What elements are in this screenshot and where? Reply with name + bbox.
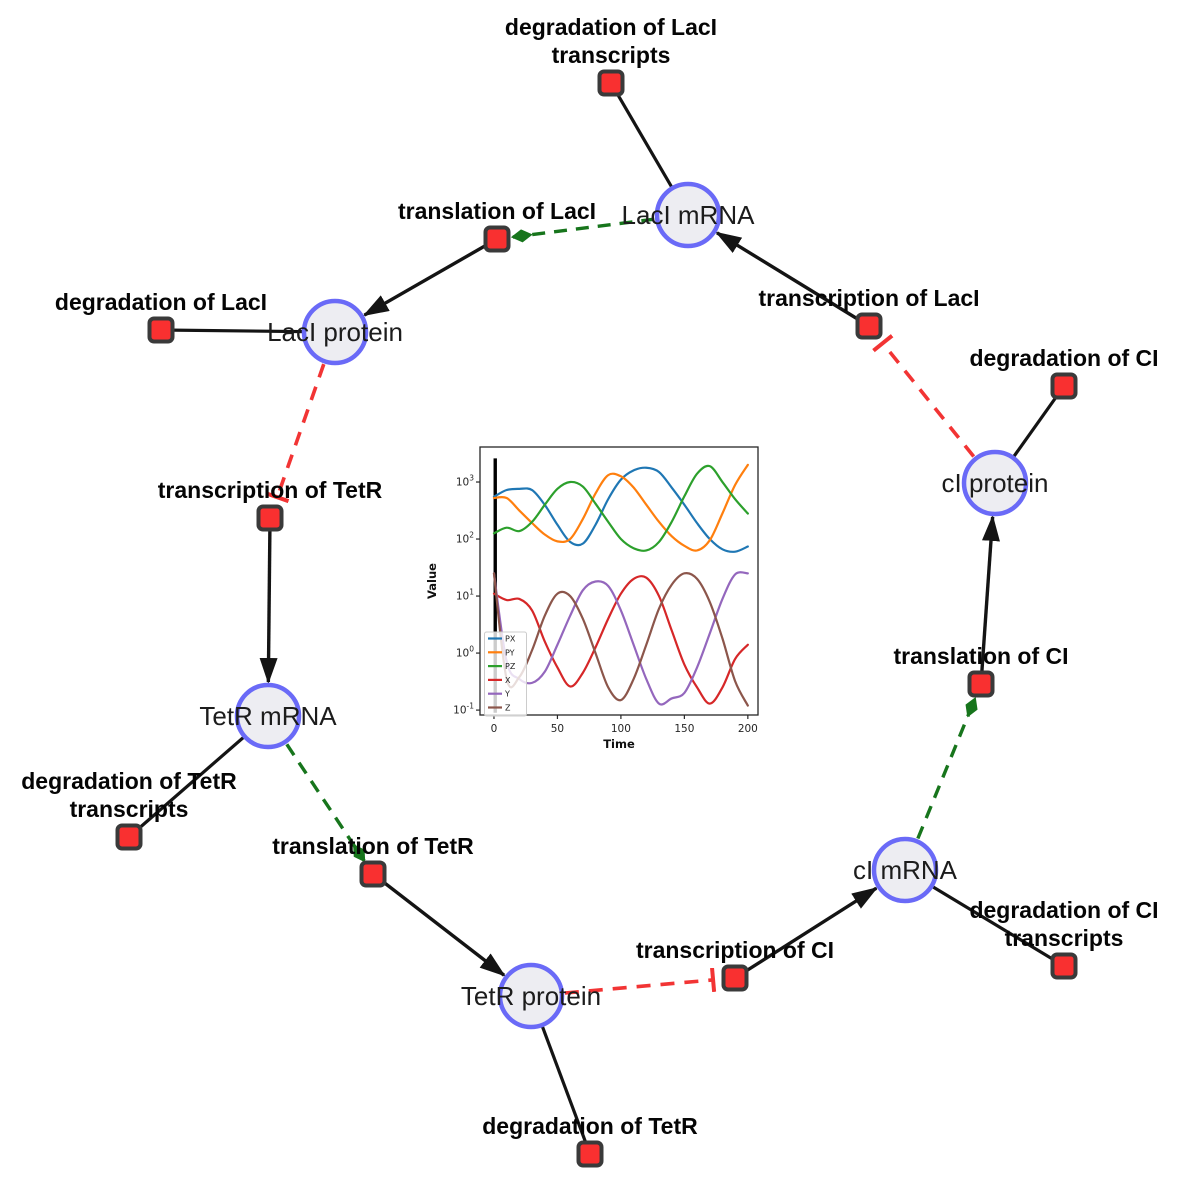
reaction-label-tc_tetr: transcription of TetR xyxy=(158,477,383,503)
legend-label-Y: Y xyxy=(504,690,510,699)
reaction-label-tc_laci: transcription of LacI xyxy=(758,285,979,311)
species-label-laci_protein: LacI protein xyxy=(267,317,403,347)
reaction-label-deg_tetr_tx: degradation of TetR xyxy=(21,768,237,794)
reaction-node-deg_tetr_tx[interactable] xyxy=(115,823,143,851)
reaction-node-deg_laci[interactable] xyxy=(147,316,175,344)
reaction-label-deg_laci_tx: transcripts xyxy=(552,42,671,68)
reaction-label-tl_ci: translation of CI xyxy=(893,643,1068,669)
edge-laci_mrna-tl_laci xyxy=(510,217,655,243)
nodes xyxy=(115,69,1078,1168)
species-label-ci_mrna: cI mRNA xyxy=(853,855,958,885)
legend-label-X: X xyxy=(505,676,511,685)
species-label-ci_protein: cI protein xyxy=(942,468,1049,498)
reaction-node-tc_laci[interactable] xyxy=(855,312,883,340)
edge-tc_tetr-tetr_mrna xyxy=(259,517,278,685)
species-node-ci_protein[interactable] xyxy=(961,449,1029,517)
x-tick-label: 150 xyxy=(674,723,694,735)
legend-label-Z: Z xyxy=(505,704,511,713)
reaction-label-deg_ci: degradation of CI xyxy=(969,345,1158,371)
series-PZ xyxy=(492,464,749,552)
reaction-label-deg_ci_tx: degradation of CI xyxy=(969,897,1158,923)
series-Z xyxy=(492,572,749,707)
legend-label-PY: PY xyxy=(505,648,515,657)
edge-tc_ci-ci_mrna xyxy=(734,886,878,980)
series-Y xyxy=(492,571,749,706)
species-label-tetr_mrna: TetR mRNA xyxy=(199,701,337,731)
axes-frame xyxy=(479,446,759,716)
edge-tetr_protein-tc_ci xyxy=(564,967,717,995)
y-tick-label: 103 xyxy=(456,474,474,489)
x-tick-label: 100 xyxy=(611,723,631,735)
x-tick-label: 200 xyxy=(738,723,758,735)
species-node-laci_protein[interactable] xyxy=(301,298,369,366)
time-course-inset-plot: 103 102 101 100 10-1 0 50 100 150 200 PX PY PZ X Y Z Ti… xyxy=(425,435,775,765)
reaction-node-tc_tetr[interactable] xyxy=(256,504,284,532)
reaction-node-tl_tetr[interactable] xyxy=(359,860,387,888)
reaction-node-deg_ci[interactable] xyxy=(1050,372,1078,400)
species-node-tetr_protein[interactable] xyxy=(497,962,565,1030)
species-label-tetr_protein: TetR protein xyxy=(461,981,601,1011)
edge-ci_mrna-tl_ci xyxy=(916,696,978,840)
edge-ci_protein-tc_laci xyxy=(872,334,976,458)
reaction-node-deg_ci_tx[interactable] xyxy=(1050,952,1078,980)
legend-label-PZ: PZ xyxy=(505,662,516,671)
edge-tl_tetr-tetr_protein xyxy=(371,872,506,977)
y-tick-label: 102 xyxy=(456,531,474,546)
reaction-node-deg_laci_tx[interactable] xyxy=(597,69,625,97)
reaction-label-deg_laci: degradation of LacI xyxy=(55,289,267,315)
reaction-label-deg_laci_tx: degradation of LacI xyxy=(505,14,717,40)
edge-tl_laci-laci_protein xyxy=(362,237,498,317)
x-tick-label: 0 xyxy=(491,723,498,735)
species-node-laci_mrna[interactable] xyxy=(654,181,722,249)
series-PY xyxy=(492,463,749,552)
species-node-ci_mrna[interactable] xyxy=(871,836,939,904)
reaction-label-tl_laci: translation of LacI xyxy=(398,198,596,224)
y-axis-label: Value xyxy=(425,563,439,599)
reaction-node-tc_ci[interactable] xyxy=(721,964,749,992)
time-course-plot-svg: 103 102 101 100 10-1 0 50 100 150 200 PX PY PZ XYZ Ti… xyxy=(425,446,759,751)
series-X xyxy=(492,575,749,705)
species-node-tetr_mrna[interactable] xyxy=(234,682,302,750)
y-tick-label: 101 xyxy=(456,588,474,603)
y-tick-label: 100 xyxy=(456,645,474,660)
x-axis-label: Time xyxy=(603,737,635,751)
x-tick-label: 50 xyxy=(551,723,564,735)
edge-tl_ci-ci_protein xyxy=(979,514,1000,685)
node-labels: LacI mRNA LacI protein TetR mRNA TetR prote… xyxy=(21,14,1158,1139)
reaction-label-deg_tetr: degradation of TetR xyxy=(482,1113,698,1139)
reaction-label-tl_tetr: translation of TetR xyxy=(272,833,474,859)
edge-tc_laci-laci_mrna xyxy=(715,231,870,328)
legend: PX PY PZ XYZ xyxy=(484,631,527,717)
reaction-label-deg_tetr_tx: transcripts xyxy=(70,796,189,822)
edge-tetr_mrna-tl_tetr xyxy=(285,743,366,863)
reaction-node-tl_ci[interactable] xyxy=(967,670,995,698)
reaction-label-deg_ci_tx: transcripts xyxy=(1005,925,1124,951)
reaction-node-deg_tetr[interactable] xyxy=(576,1140,604,1168)
reaction-node-tl_laci[interactable] xyxy=(483,225,511,253)
species-label-laci_mrna: LacI mRNA xyxy=(622,200,756,230)
reaction-label-tc_ci: transcription of CI xyxy=(636,937,834,963)
series-PX xyxy=(492,466,749,553)
y-tick-label: 10-1 xyxy=(453,702,474,717)
legend-label-PX: PX xyxy=(505,635,516,644)
